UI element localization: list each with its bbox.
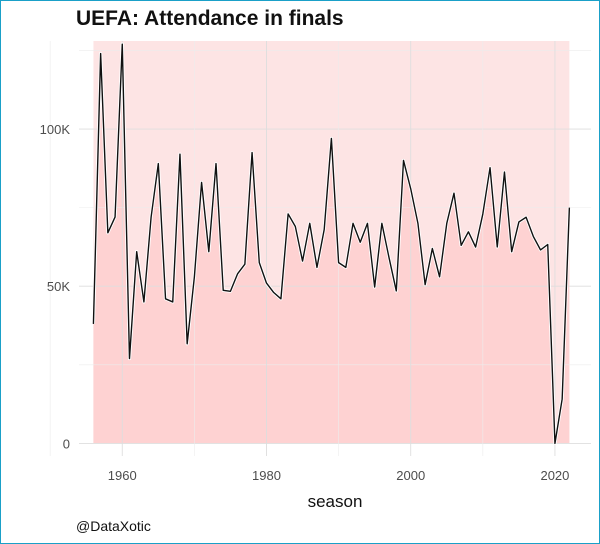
attendance-series <box>91 42 571 446</box>
y-tick-label: 0 <box>63 436 70 451</box>
x-axis-title: season <box>308 492 363 511</box>
gridlines <box>49 41 591 456</box>
x-axis-ticks: 1960 1980 2000 2020 <box>108 468 570 483</box>
plot-background <box>93 41 570 444</box>
x-tick-label: 1960 <box>108 468 137 483</box>
y-axis-ticks: 0 50K 100K <box>40 122 71 451</box>
x-tick-label: 2020 <box>540 468 569 483</box>
chart-title: UEFA: Attendance in finals <box>76 7 344 30</box>
x-tick-label: 1980 <box>252 468 281 483</box>
y-tick-label: 100K <box>40 122 71 137</box>
caption: @DataXotic <box>76 518 151 534</box>
x-tick-label: 2000 <box>396 468 425 483</box>
attendance-area <box>93 44 570 444</box>
y-tick-label: 50K <box>47 279 70 294</box>
series-line <box>92 43 571 445</box>
